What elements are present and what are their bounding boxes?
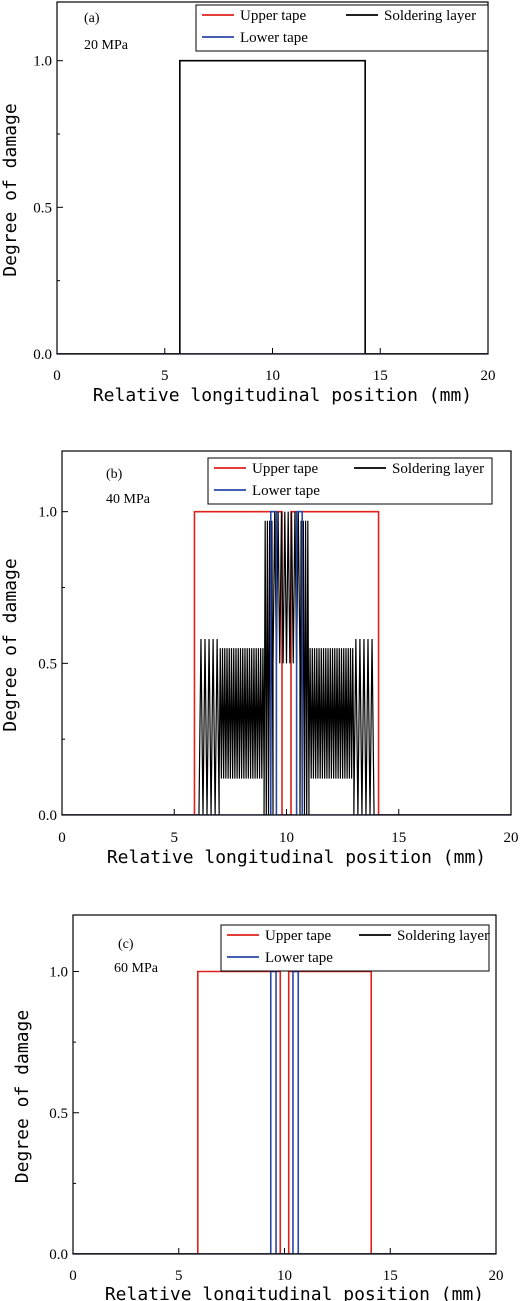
panel-label: (c)	[118, 937, 134, 952]
series-line-soldering-layer	[62, 511, 511, 815]
x-axis-label: Relative longitudinal position (mm)	[107, 847, 486, 868]
legend: Upper tape Soldering layer Lower tape	[207, 457, 493, 505]
legend-label-lower-tape: Lower tape	[240, 30, 308, 46]
plot-frame	[56, 1, 489, 355]
y-tick-label: 0.5	[33, 200, 52, 216]
y-axis-label: Degree of damage	[0, 103, 21, 276]
series-line-lower-tape	[62, 510, 511, 815]
panel-label: (a)	[84, 11, 100, 26]
chart-panel-2: 0 5 10 15 20 0.0 0.5 1.0 Relative longitudinal p…	[0, 450, 519, 868]
x-tick-label: 0	[58, 830, 66, 846]
legend-label-soldering-layer: Soldering layer	[397, 928, 489, 944]
x-tick-label: 10	[265, 368, 280, 384]
y-tick-label: 0.0	[33, 347, 52, 363]
legend-label-soldering-layer: Soldering layer	[384, 8, 476, 24]
data-layer	[57, 59, 488, 354]
legend-label-upper-tape: Upper tape	[265, 928, 332, 944]
pressure-label: 40 MPa	[106, 492, 151, 507]
x-tick-label: 10	[277, 1268, 292, 1284]
y-axis-label: Degree of damage	[12, 1010, 33, 1183]
x-tick-label: 20	[481, 368, 496, 384]
x-tick-label: 10	[279, 830, 294, 846]
x-tick-label: 5	[161, 368, 169, 384]
series-line-upper-tape	[73, 970, 496, 1254]
data-layer	[62, 510, 511, 815]
legend-label-upper-tape: Upper tape	[240, 8, 307, 24]
legend: Upper tape Soldering layer Lower tape	[220, 924, 490, 972]
legend-label-upper-tape: Upper tape	[252, 461, 319, 477]
chart-panel-3: 0 5 10 15 20 0.0 0.5 1.0 Relative longitudinal p…	[12, 914, 504, 1301]
y-tick-label: 1.0	[38, 505, 57, 521]
x-tick-label: 0	[69, 1268, 77, 1284]
y-tick-label: 0.5	[38, 656, 57, 672]
legend-box	[207, 457, 493, 505]
legend-label-lower-tape: Lower tape	[265, 950, 333, 966]
legend-label-soldering-layer: Soldering layer	[392, 461, 484, 477]
panel-label: (b)	[106, 467, 123, 482]
x-tick-label: 5	[175, 1268, 183, 1284]
y-axis-label: Degree of damage	[0, 558, 21, 731]
data-layer	[73, 970, 496, 1254]
x-tick-label: 5	[171, 830, 179, 846]
y-tick-label: 1.0	[33, 54, 52, 70]
y-tick-label: 0.5	[49, 1106, 68, 1122]
pressure-label: 20 MPa	[84, 38, 129, 53]
x-axis-label: Relative longitudinal position (mm)	[93, 385, 472, 406]
chart-panel-1: 0 5 10 15 20 0.0 0.5 1.0 Relative longitudinal p…	[0, 1, 496, 406]
series-line-upper-tape	[62, 510, 511, 815]
series-line-lower-tape	[73, 970, 496, 1254]
series-line-soldering-layer	[57, 59, 488, 354]
y-tick-label: 1.0	[49, 965, 68, 981]
x-tick-label: 0	[53, 368, 61, 384]
pressure-label: 60 MPa	[114, 961, 159, 976]
legend: Upper tape Soldering layer Lower tape	[195, 4, 489, 52]
legend-box	[195, 4, 489, 52]
y-tick-label: 0.0	[38, 808, 57, 824]
x-tick-label: 15	[391, 830, 406, 846]
x-tick-label: 15	[383, 1268, 398, 1284]
legend-box	[220, 924, 490, 972]
y-tick-label: 0.0	[49, 1247, 68, 1263]
x-tick-label: 20	[489, 1268, 504, 1284]
legend-label-lower-tape: Lower tape	[252, 483, 320, 499]
x-tick-label: 15	[373, 368, 388, 384]
x-tick-label: 20	[504, 830, 519, 846]
x-axis-label: Relative longitudinal position (mm)	[105, 1284, 484, 1301]
